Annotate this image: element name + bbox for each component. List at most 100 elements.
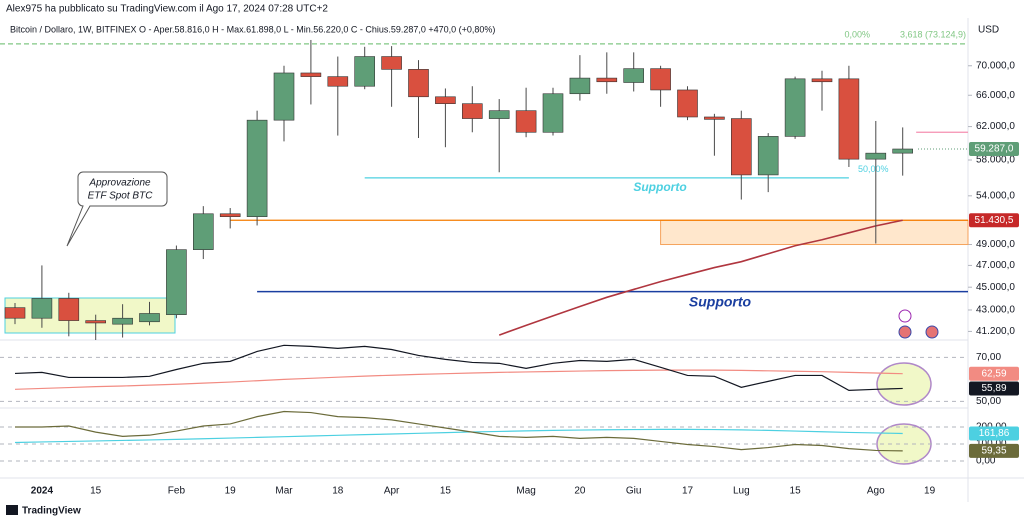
candle-body bbox=[892, 148, 914, 154]
logo-mark bbox=[6, 505, 18, 515]
y-tick-label: 45.000,0 bbox=[976, 282, 1015, 293]
y-tick-label: 43.000,0 bbox=[976, 305, 1015, 316]
indicator-line bbox=[14, 344, 903, 392]
price-badge-label: 55,89 bbox=[981, 383, 1006, 394]
y-tick-label: 70.000,0 bbox=[976, 60, 1015, 71]
x-tick-label: 19 bbox=[924, 486, 936, 497]
footer-logo: TradingView bbox=[6, 505, 81, 517]
currency: USD bbox=[978, 25, 999, 36]
candle-body bbox=[569, 77, 591, 95]
level-pct: 0,00% bbox=[844, 29, 870, 39]
x-tick-label: Lug bbox=[733, 486, 750, 497]
candle-body bbox=[623, 68, 645, 83]
candle-body bbox=[704, 116, 725, 120]
candle-body bbox=[327, 76, 349, 87]
level-pct: 50,00% bbox=[858, 164, 889, 174]
annotation-line: ETF Spot BTC bbox=[88, 191, 154, 202]
moving-average bbox=[498, 219, 903, 336]
candle-body bbox=[246, 119, 268, 217]
highlight-circle bbox=[876, 362, 932, 406]
price-badge bbox=[969, 443, 1019, 458]
level-label: Supporto bbox=[633, 180, 686, 194]
candle-body bbox=[354, 56, 376, 87]
candle-body bbox=[730, 118, 752, 176]
indicator-line bbox=[15, 410, 903, 452]
y-tick-label: 70,00 bbox=[976, 352, 1001, 363]
candle-body bbox=[811, 78, 833, 83]
callout-shape bbox=[66, 171, 168, 247]
price-badge bbox=[969, 366, 1019, 381]
footer-text: TradingView bbox=[22, 506, 81, 517]
y-tick-label: 50,00 bbox=[976, 396, 1001, 407]
price-badge bbox=[969, 381, 1019, 396]
candle-body bbox=[112, 317, 133, 325]
price-badge bbox=[969, 426, 1019, 441]
y-tick-label: 47.000,0 bbox=[976, 260, 1015, 271]
x-tick-label: 17 bbox=[682, 486, 694, 497]
candle-body bbox=[300, 72, 322, 77]
x-tick-label: Mar bbox=[275, 486, 293, 497]
candle-body bbox=[166, 249, 187, 315]
candle-body bbox=[677, 89, 698, 118]
candle-body bbox=[838, 78, 860, 160]
candle-body bbox=[4, 307, 26, 319]
price-badge-label: 51.430,5 bbox=[975, 215, 1014, 226]
candle-body bbox=[650, 68, 671, 91]
x-tick-label: Apr bbox=[384, 486, 400, 497]
candle-body bbox=[784, 78, 806, 137]
y-tick-label: 0,00 bbox=[976, 456, 996, 467]
event-icon[interactable] bbox=[898, 309, 912, 323]
candle-body bbox=[85, 320, 106, 324]
candle-body bbox=[139, 313, 160, 323]
x-tick-label: Giu bbox=[626, 486, 642, 497]
candle-body bbox=[488, 110, 510, 119]
candle-body bbox=[408, 69, 429, 98]
x-tick-label: 15 bbox=[790, 486, 802, 497]
callout: Approvazione ETF Spot BTC bbox=[66, 171, 168, 247]
candle-body bbox=[193, 213, 214, 250]
price-badge-label: 62,59 bbox=[981, 368, 1006, 379]
x-tick-label: 18 bbox=[332, 486, 344, 497]
x-tick-label: Mag bbox=[516, 486, 535, 497]
candle-body bbox=[515, 110, 537, 133]
candle-body bbox=[58, 298, 80, 321]
y-tick-label: 41.200,0 bbox=[976, 326, 1015, 337]
candle-body bbox=[542, 93, 564, 133]
x-tick-label: Ago bbox=[867, 486, 885, 497]
price-badge bbox=[969, 213, 1019, 228]
price-badge-label: 59,35 bbox=[981, 446, 1006, 457]
x-tick-label: 19 bbox=[225, 486, 237, 497]
price-badge-label: 161,86 bbox=[979, 428, 1010, 439]
candle-body bbox=[865, 152, 887, 160]
x-tick-label: 15 bbox=[90, 486, 102, 497]
candle-body bbox=[435, 96, 456, 104]
candle-body bbox=[596, 77, 618, 83]
candle-body bbox=[31, 298, 53, 319]
level-label: Supporto bbox=[689, 293, 752, 309]
candle-body bbox=[757, 136, 779, 176]
event-icon[interactable] bbox=[898, 325, 912, 339]
author-line: Alex975 ha pubblicato su TradingView.com… bbox=[6, 4, 328, 15]
x-tick-label: Feb bbox=[168, 486, 186, 497]
candle-body bbox=[381, 56, 402, 70]
candle-body bbox=[461, 103, 483, 119]
indicator-line bbox=[14, 369, 903, 390]
y-tick-label: 54.000,0 bbox=[976, 190, 1015, 201]
y-tick-label: 58.000,0 bbox=[976, 155, 1015, 166]
x-tick-label: 2024 bbox=[31, 486, 54, 497]
symbol-legend: Bitcoin / Dollaro, 1W, BITFINEX O - Aper… bbox=[10, 24, 495, 34]
x-tick-label: 20 bbox=[574, 486, 586, 497]
candle-body bbox=[273, 72, 295, 121]
y-tick-label: 62.000,0 bbox=[976, 121, 1015, 132]
annotation-line: Approvazione bbox=[88, 178, 151, 189]
candle-body bbox=[219, 213, 241, 217]
price-badge-label: 59.287,0 bbox=[975, 144, 1014, 155]
level-label: 3,618 (73.124,9) bbox=[900, 29, 966, 39]
indicator-line bbox=[14, 428, 903, 444]
price-badge bbox=[969, 142, 1019, 157]
y-tick-label: 49.000,0 bbox=[976, 239, 1015, 250]
x-tick-label: 15 bbox=[440, 486, 452, 497]
y-tick-label: 66.000,0 bbox=[976, 90, 1015, 101]
event-icon[interactable] bbox=[925, 325, 939, 339]
